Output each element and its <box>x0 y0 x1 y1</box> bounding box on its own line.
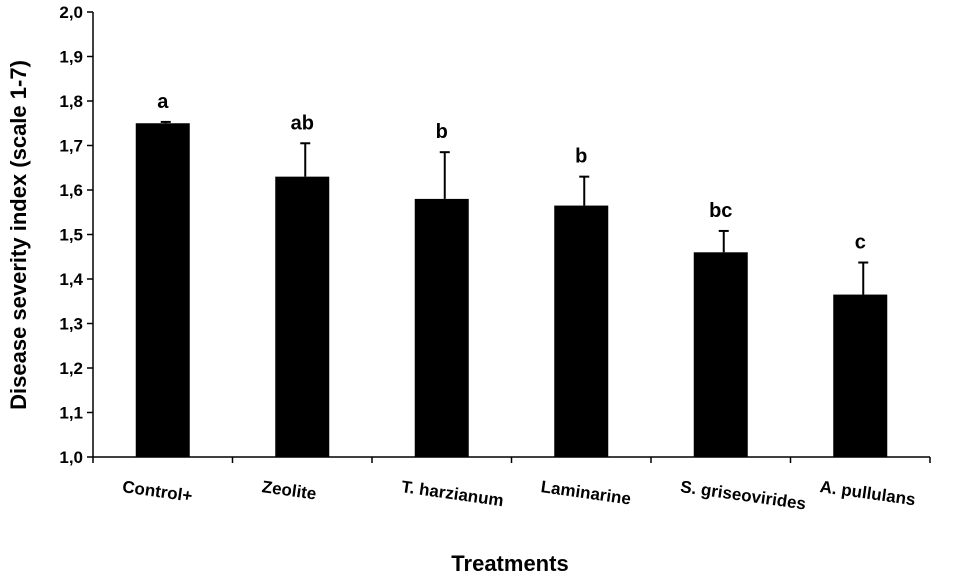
y-tick-label: 1,6 <box>59 181 83 200</box>
y-tick-label: 1,0 <box>59 448 83 467</box>
y-ticks: 1,0 1,1 1,2 1,3 1,4 1,5 1,6 1,7 1,8 1,9 2,0 <box>59 3 93 467</box>
y-tick-label: 1,2 <box>59 359 83 378</box>
y-tick-label: 2,0 <box>59 3 83 22</box>
y-axis-title: Disease severity index (scale 1-7) <box>6 60 31 410</box>
bar <box>414 198 469 457</box>
bar <box>693 252 748 457</box>
y-tick-label: 1,7 <box>59 137 83 156</box>
significance-label: b <box>575 146 587 168</box>
category-label: A. pullulans <box>819 477 917 509</box>
significance-label: c <box>855 232 866 254</box>
bar <box>135 123 190 457</box>
x-axis-title: Treatments <box>451 551 568 575</box>
error-bars <box>160 120 869 295</box>
significance-labels: a ab b b bc c <box>157 91 866 254</box>
category-label: T. harzianum <box>400 477 505 510</box>
bar <box>275 176 330 457</box>
significance-label: b <box>436 121 448 143</box>
category-label: Laminarine <box>540 477 632 508</box>
significance-label: ab <box>291 112 314 134</box>
category-label: S. griseovirides <box>679 477 807 513</box>
category-label: Zeolite <box>261 477 318 503</box>
y-tick-label: 1,8 <box>59 92 83 111</box>
y-tick-label: 1,4 <box>59 270 83 289</box>
y-tick-label: 1,5 <box>59 226 83 245</box>
y-tick-label: 1,9 <box>59 48 83 67</box>
bar <box>833 294 888 457</box>
bar <box>554 205 609 457</box>
bars <box>135 123 888 457</box>
y-tick-label: 1,1 <box>59 404 83 423</box>
x-ticks <box>92 457 931 463</box>
y-tick-label: 1,3 <box>59 315 83 334</box>
significance-label: a <box>157 91 169 113</box>
category-labels: Control+ Zeolite T. harzianum Laminarine S. … <box>121 477 917 513</box>
category-label: Control+ <box>121 477 193 506</box>
significance-label: bc <box>709 200 732 222</box>
